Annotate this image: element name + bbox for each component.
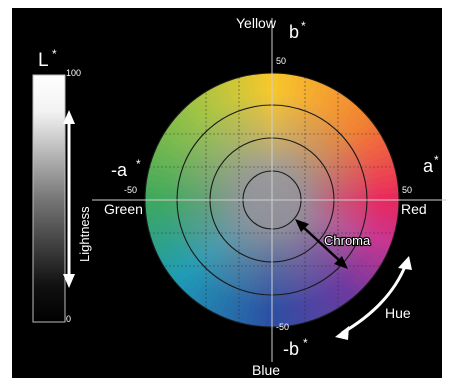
lightness-max-label: 100 [66,68,81,78]
yellow-label: Yellow [236,15,277,31]
lightness-bar [32,74,66,323]
a-plus-label: a [423,156,434,176]
red-label: Red [401,201,427,217]
a-minus-superscript: * [136,157,141,171]
b-plus-label: b [289,22,299,42]
tick-bottom: -50 [276,322,289,332]
green-label: Green [104,201,143,217]
a-plus-superscript: * [434,153,439,167]
a-minus-label: -a [111,160,128,180]
lightness-double-arrow [63,110,75,288]
b-plus-superscript: * [301,19,306,33]
hue-arrow [335,256,412,340]
lightness-min-label: 0 [66,314,71,324]
lightness-symbol: L [38,50,49,71]
tick-top: 50 [276,56,286,66]
tick-left: -50 [124,185,137,195]
chroma-label: Chroma [324,233,371,248]
lightness-axis-label: Lightness [77,206,92,262]
hue-disc [145,73,399,327]
blue-label: Blue [252,362,280,378]
b-minus-label: -b [283,339,299,359]
lightness-symbol-superscript: * [52,47,57,61]
axes [92,18,446,362]
hue-label: Hue [385,305,411,321]
chroma-arrow [295,219,348,269]
b-minus-superscript: * [303,336,308,350]
tick-right: 50 [402,185,412,195]
